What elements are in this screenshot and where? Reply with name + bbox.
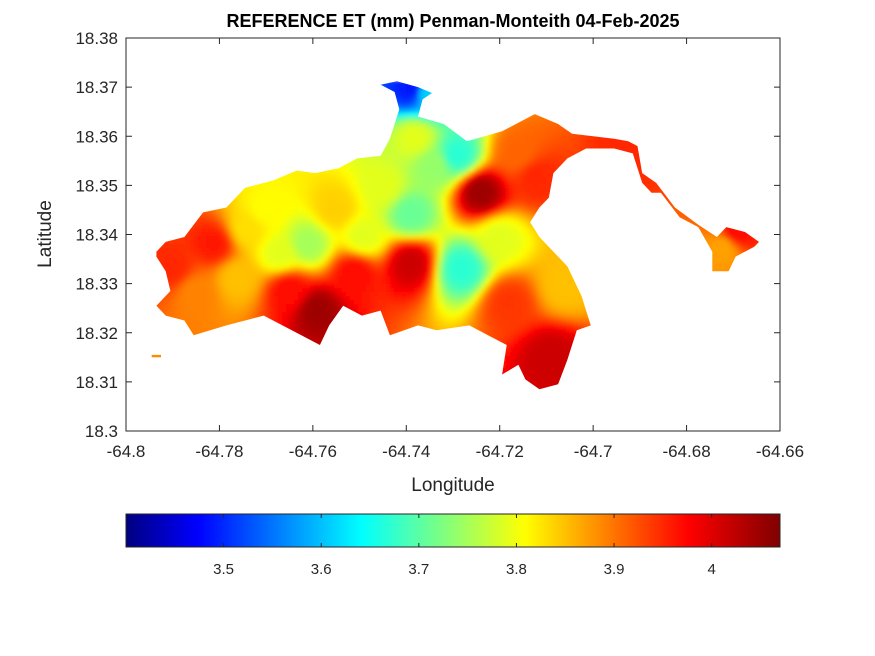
- et-sample-27: [539, 345, 558, 364]
- et-sample-12: [352, 225, 371, 244]
- et-sample-14: [399, 252, 418, 271]
- y-tick-label: 18.32: [75, 324, 118, 343]
- colorbar-tick-label: 3.9: [604, 561, 625, 578]
- et-sample-4: [236, 218, 255, 237]
- et-sample-19: [423, 154, 441, 173]
- et-sample-10: [324, 198, 343, 217]
- et-sample-28: [553, 274, 572, 293]
- et-sample-26: [525, 166, 544, 185]
- et-sample-11: [343, 262, 362, 281]
- et-sample-24: [497, 291, 516, 310]
- et-sample-25: [507, 142, 526, 160]
- et-sample-5: [254, 198, 273, 217]
- colorbar: [125, 513, 781, 548]
- et-sample-6: [268, 242, 287, 261]
- et-sample-23: [488, 228, 507, 246]
- et-sample-7: [278, 279, 297, 298]
- et-sample-9: [296, 232, 315, 251]
- colorbar-tick-label: 3.6: [311, 561, 332, 578]
- et-sample-3: [226, 267, 245, 286]
- et-sample-16: [404, 127, 423, 146]
- y-tick-label: 18.34: [75, 226, 118, 245]
- et-sample-21: [451, 257, 469, 276]
- colorbar-ticks: 3.5 3.6 3.7 3.8 3.9 4: [213, 514, 716, 578]
- colorbar-tick-label: 4: [707, 561, 715, 578]
- y-tick-label: 18.3: [85, 422, 118, 441]
- axis-ticks: -64.8 -64.78 -64.76 -64.74 -64.72 -64.7 -64.68…: [75, 29, 804, 461]
- et-sample-22: [469, 181, 488, 200]
- x-tick-label: -64.7: [574, 442, 613, 461]
- et-sample-30: [712, 237, 731, 256]
- colorbar-tick-label: 3.5: [213, 561, 234, 578]
- y-tick-label: 18.38: [75, 29, 118, 48]
- y-axis-label: Latitude: [35, 200, 56, 268]
- x-tick-label: -64.76: [289, 442, 337, 461]
- et-sample-8: [306, 299, 325, 318]
- chart-title: REFERENCE ET (mm) Penman-Monteith 04-Feb…: [226, 11, 679, 31]
- x-tick-label: -64.68: [662, 442, 710, 461]
- et-sample-20: [446, 144, 465, 163]
- et-sample-13: [371, 176, 390, 195]
- et-sample-0: [161, 257, 180, 276]
- et-sample-1: [184, 282, 203, 300]
- colorbar-tick-label: 3.8: [506, 561, 527, 578]
- colorbar-tick-label: 3.7: [408, 561, 429, 578]
- y-tick-label: 18.31: [75, 373, 118, 392]
- x-tick-label: -64.66: [756, 442, 804, 461]
- x-tick-label: -64.72: [476, 442, 524, 461]
- y-tick-label: 18.36: [75, 127, 118, 146]
- x-tick-label: -64.74: [382, 442, 430, 461]
- islet: [151, 354, 161, 358]
- x-axis-label: Longitude: [411, 475, 494, 496]
- x-tick-label: -64.8: [107, 442, 146, 461]
- et-sample-15: [399, 203, 418, 222]
- x-tick-label: -64.78: [195, 442, 243, 461]
- y-tick-label: 18.35: [75, 176, 118, 195]
- y-tick-label: 18.33: [75, 275, 118, 294]
- y-tick-label: 18.37: [75, 78, 118, 97]
- et-sample-2: [203, 232, 222, 251]
